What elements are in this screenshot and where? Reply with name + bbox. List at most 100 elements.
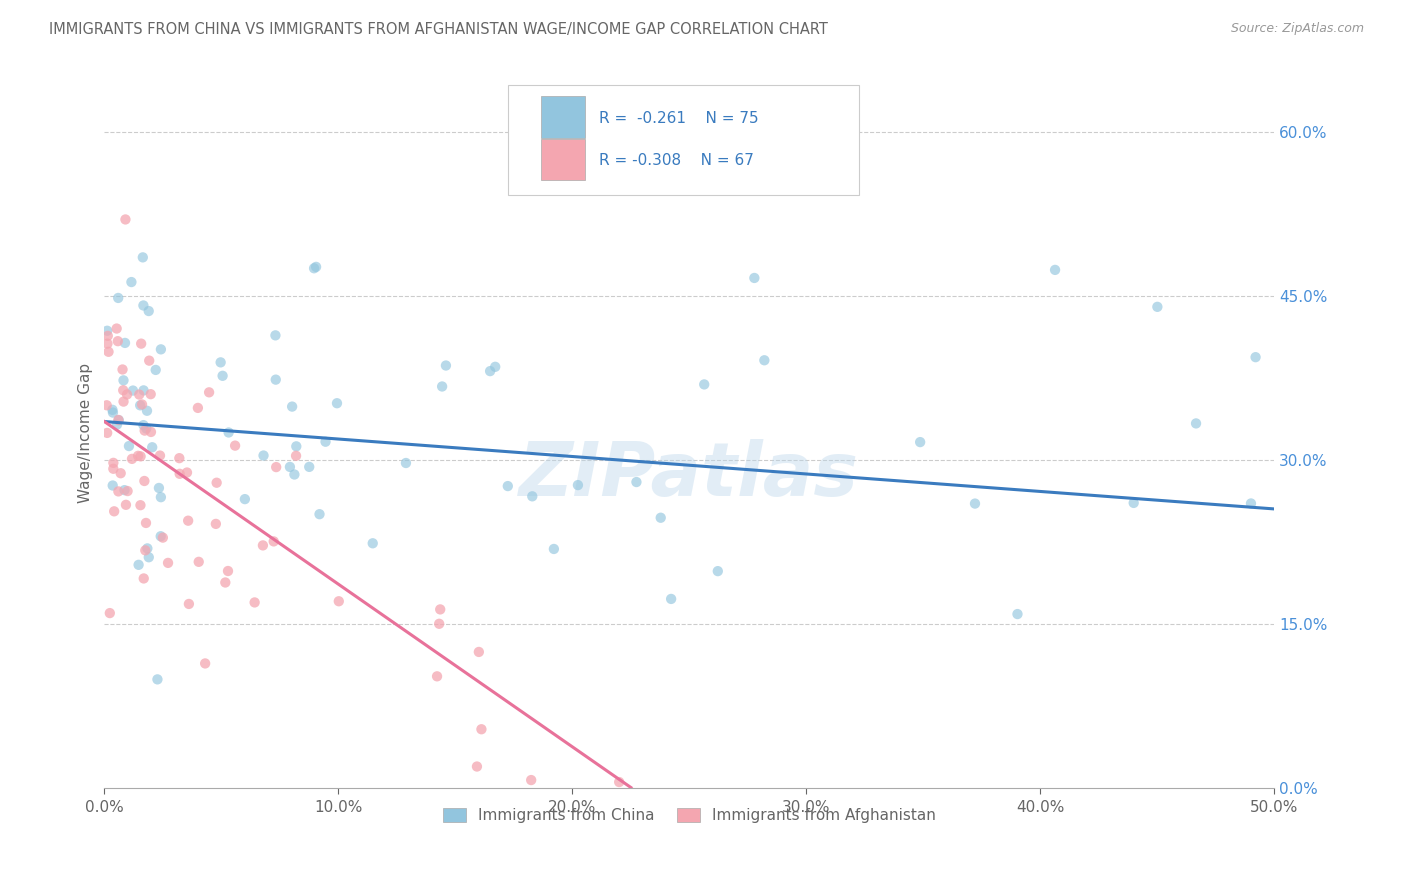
Point — [129, 398, 152, 412]
Point — [963, 497, 986, 511]
Point — [522, 489, 544, 503]
Point — [112, 394, 135, 409]
Point — [139, 387, 162, 401]
Point — [252, 538, 274, 552]
Point — [243, 595, 266, 609]
Point — [103, 456, 125, 470]
Point — [149, 343, 172, 357]
Point — [128, 558, 150, 572]
Point — [224, 439, 246, 453]
Point — [132, 418, 155, 433]
Point — [479, 364, 502, 378]
Point — [177, 514, 200, 528]
Point — [132, 251, 155, 265]
Point — [132, 298, 155, 312]
Point — [101, 478, 124, 492]
Point — [96, 398, 118, 412]
Text: IMMIGRANTS FROM CHINA VS IMMIGRANTS FROM AFGHANISTAN WAGE/INCOME GAP CORRELATION: IMMIGRANTS FROM CHINA VS IMMIGRANTS FROM… — [49, 22, 828, 37]
Point — [136, 541, 159, 556]
Point — [263, 534, 285, 549]
Point — [217, 564, 239, 578]
Point — [484, 359, 506, 374]
Point — [135, 421, 157, 435]
Point — [132, 571, 155, 585]
Point — [101, 406, 124, 420]
Point — [520, 773, 543, 788]
Point — [177, 597, 200, 611]
Point — [298, 459, 321, 474]
Point — [132, 384, 155, 398]
Point — [149, 490, 172, 504]
Point — [252, 449, 274, 463]
Point — [157, 556, 180, 570]
Point — [264, 328, 287, 343]
Point — [134, 424, 156, 438]
Point — [650, 510, 672, 524]
Point — [211, 368, 233, 383]
Point — [117, 484, 139, 499]
Point — [214, 575, 236, 590]
Point — [129, 336, 152, 351]
Point — [302, 261, 325, 276]
Point — [149, 449, 172, 463]
Point — [112, 373, 135, 387]
Point — [149, 529, 172, 543]
Text: R = -0.308    N = 67: R = -0.308 N = 67 — [599, 153, 754, 169]
Point — [693, 377, 716, 392]
Point — [198, 385, 221, 400]
Point — [135, 516, 157, 530]
Point — [707, 564, 730, 578]
Point — [567, 478, 589, 492]
Point — [96, 324, 118, 338]
Point — [1240, 496, 1263, 510]
Point — [114, 483, 136, 497]
Point — [908, 435, 931, 450]
Point — [103, 462, 125, 476]
Point — [107, 413, 129, 427]
Point — [176, 466, 198, 480]
Point — [285, 449, 308, 463]
Point — [1185, 417, 1208, 431]
Point — [205, 516, 228, 531]
Point — [97, 344, 120, 359]
Point — [1007, 607, 1029, 621]
Point — [98, 606, 121, 620]
Point — [744, 271, 766, 285]
Point — [169, 451, 191, 466]
Point — [426, 669, 449, 683]
Point — [114, 335, 136, 350]
Point — [148, 481, 170, 495]
Point — [496, 479, 519, 493]
Point — [1244, 350, 1267, 364]
Point — [114, 212, 136, 227]
Text: ZIPatlas: ZIPatlas — [519, 439, 859, 512]
Point — [818, 158, 841, 172]
Point — [218, 425, 240, 440]
Point — [264, 373, 287, 387]
Point — [107, 413, 129, 427]
Point — [470, 723, 492, 737]
Point — [187, 555, 209, 569]
Point — [122, 384, 145, 398]
Point — [607, 775, 630, 789]
Point — [308, 507, 330, 521]
Point — [169, 467, 191, 481]
Point — [1043, 263, 1066, 277]
Point — [115, 498, 138, 512]
Point — [131, 397, 153, 411]
Point — [209, 355, 232, 369]
Point — [283, 467, 305, 482]
Point — [281, 400, 304, 414]
Text: Source: ZipAtlas.com: Source: ZipAtlas.com — [1230, 22, 1364, 36]
Point — [465, 759, 488, 773]
Point — [96, 425, 118, 440]
Point — [138, 353, 160, 368]
Point — [626, 475, 648, 489]
FancyBboxPatch shape — [508, 85, 859, 194]
Point — [103, 504, 125, 518]
Point — [395, 456, 418, 470]
Point — [754, 353, 776, 368]
Point — [361, 536, 384, 550]
Point — [427, 616, 450, 631]
Point — [107, 484, 129, 499]
